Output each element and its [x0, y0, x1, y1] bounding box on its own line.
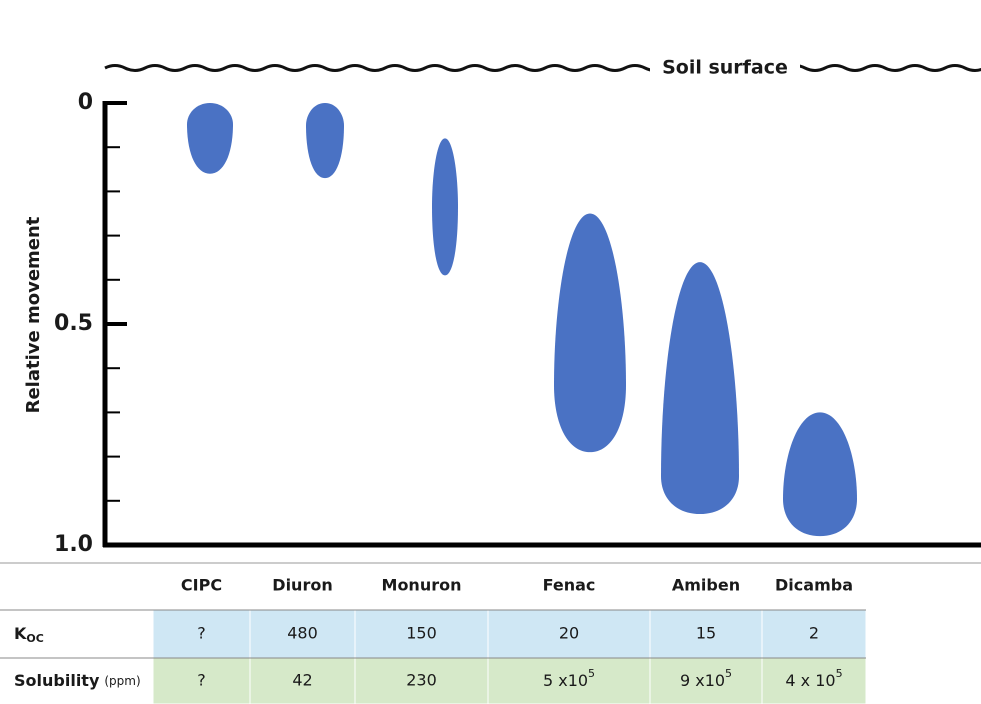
soil-surface-line	[105, 66, 981, 71]
cell-exponent: 5	[836, 667, 843, 680]
movement-blob	[187, 103, 233, 174]
cell-text: 230	[406, 671, 437, 690]
cell-exponent: 5	[725, 667, 732, 680]
cell-text: 5 x105	[543, 667, 595, 690]
figure: Soil surface Relative movement ?48015020…	[0, 0, 981, 704]
y-axis-title: Relative movement	[23, 216, 44, 413]
row-label-unit: (ppm)	[104, 674, 140, 688]
row-label-main: K	[14, 624, 27, 643]
cell-text: 15	[696, 624, 716, 643]
cell-text: ?	[197, 624, 206, 643]
movement-blob	[432, 138, 458, 275]
y-tick-label: 1.0	[54, 532, 93, 557]
row-label: KOC	[14, 624, 44, 646]
cell-text: ?	[197, 671, 206, 690]
column-header: Dicamba	[775, 576, 853, 595]
cell-text: 9 x105	[680, 667, 732, 690]
cell-base: 5 x10	[543, 671, 588, 690]
annotation: Soil surface	[662, 57, 788, 79]
cell-exponent: 5	[588, 667, 595, 680]
column-header: CIPC	[181, 576, 222, 595]
movement-blob	[306, 103, 344, 178]
cell-text: 20	[559, 624, 579, 643]
cell-base: 4 x 10	[785, 671, 835, 690]
column-header: Diuron	[272, 576, 332, 595]
y-tick-label: 0.5	[54, 311, 93, 336]
row-label-main: Solubility	[14, 671, 100, 690]
column-header: Amiben	[672, 576, 740, 595]
cell-text: 150	[406, 624, 437, 643]
movement-blob	[661, 262, 739, 514]
row-label: Solubility (ppm)	[14, 671, 141, 690]
column-header: Fenac	[543, 576, 596, 595]
cell-text: 2	[809, 624, 819, 643]
column-header: Monuron	[382, 576, 462, 595]
y-tick-label: 0	[78, 90, 93, 115]
cell-text: 480	[287, 624, 318, 643]
movement-blob	[554, 214, 626, 453]
movement-blob	[783, 412, 857, 536]
cell-base: 9 x10	[680, 671, 725, 690]
cell-text: 42	[292, 671, 312, 690]
row-label-sub: OC	[26, 632, 43, 645]
cell-text: 4 x 105	[785, 667, 842, 690]
